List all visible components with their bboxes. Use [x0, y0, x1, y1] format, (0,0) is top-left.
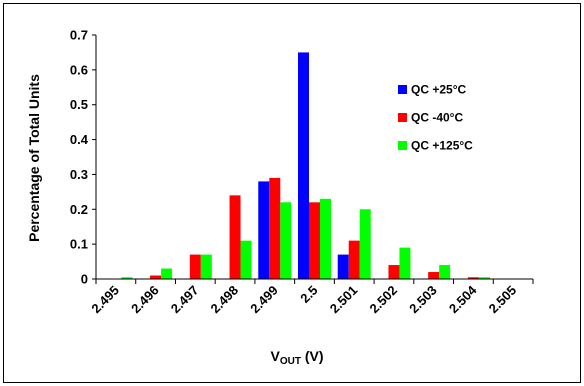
legend-swatch-1: [398, 85, 407, 94]
y-tick-label: 0.4: [70, 132, 89, 147]
y-tick-label: 0.5: [70, 97, 88, 112]
y-tick-labels: 0 0.1 0.2 0.3 0.4 0.5 0.6 0.7: [70, 28, 89, 287]
x-tick-label: 2.497: [168, 283, 202, 317]
bar-2-2.498: [229, 195, 241, 279]
x-tick-label: 2.496: [128, 283, 162, 317]
x-tick-label: 2.502: [366, 283, 400, 317]
bar-2-2.499: [269, 177, 281, 279]
bar-1-2.499: [258, 181, 270, 279]
bar-1-2.5: [298, 52, 309, 279]
x-tick-label: 2.504: [446, 282, 480, 316]
bar-2-2.501: [348, 240, 360, 279]
legend-label-3: QC +125°C: [411, 139, 473, 153]
x-tick-label: 2.499: [247, 283, 281, 317]
bar-3-2.498: [240, 240, 252, 279]
axes-group: [92, 34, 534, 284]
x-axis-label-subscript: OUT: [280, 356, 301, 367]
bar-2-2.496: [150, 275, 162, 279]
chart-frame: [3, 3, 581, 383]
y-axis-label: Percentage of Total Units: [26, 74, 42, 242]
bar-3-2.5: [320, 198, 331, 279]
bar-3-2.501: [359, 209, 371, 279]
legend-swatch-3: [398, 141, 407, 150]
y-tick-label: 0: [81, 272, 88, 287]
y-tick-label: 0.2: [70, 202, 88, 217]
y-tick-label: 0.7: [70, 28, 88, 43]
bar-3-2.499: [280, 202, 292, 279]
bar-1-2.501: [337, 254, 349, 279]
x-tick-label: 2.498: [208, 283, 242, 317]
legend-swatch-2: [398, 113, 407, 122]
bar-3-2.504: [478, 277, 490, 279]
x-tick-label: 2.5: [297, 283, 320, 306]
bar-2-2.504: [467, 277, 479, 279]
legend-label-1: QC +25°C: [411, 83, 466, 97]
bar-2-2.5: [309, 202, 320, 279]
y-tick-label: 0.3: [70, 167, 88, 182]
x-tick-labels: 2.495 2.496 2.497 2.498 2.499 2.5 2.501 2.502 2.…: [88, 282, 519, 316]
y-tick-label: 0.6: [70, 62, 88, 77]
bar-2-2.503: [428, 272, 440, 279]
bar-3-2.496: [161, 268, 173, 279]
legend-label-2: QC -40°C: [411, 111, 463, 125]
bar-3-2.497: [200, 254, 212, 279]
bar-2-2.502: [388, 265, 400, 279]
bar-3-2.495: [121, 277, 133, 279]
bar-3-2.502: [399, 247, 411, 279]
x-axis-label-unit: (V): [301, 348, 324, 364]
bars-group: [121, 52, 490, 279]
bar-2-2.497: [189, 254, 201, 279]
x-axis-label: VOUT (V): [270, 348, 323, 367]
legend: QC +25°C QC -40°C QC +125°C: [398, 83, 473, 153]
bar-3-2.503: [439, 265, 451, 279]
x-tick-label: 2.501: [327, 283, 361, 317]
x-tick-label: 2.503: [406, 283, 440, 317]
y-tick-label: 0.1: [70, 237, 88, 252]
x-tick-label: 2.505: [486, 283, 520, 317]
x-axis-label-main: V: [270, 348, 280, 364]
x-tick-label: 2.495: [88, 283, 122, 317]
